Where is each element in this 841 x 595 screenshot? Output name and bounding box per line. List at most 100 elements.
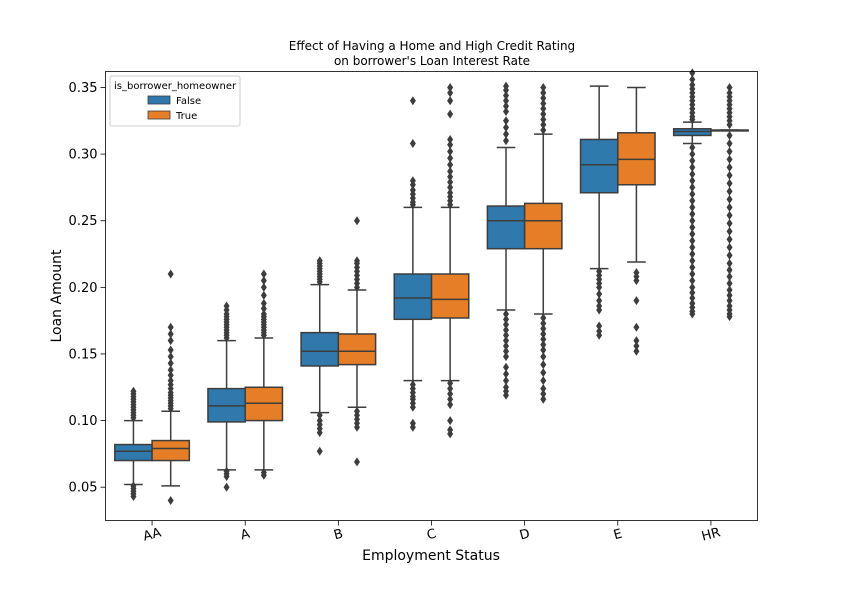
y-tick-label: 0.05 <box>69 481 98 496</box>
outlier-point-a-true <box>260 269 267 279</box>
box-aa-true <box>151 439 191 462</box>
outlier-point-hr-false <box>689 149 696 159</box>
outlier-point-hr-true <box>726 278 733 288</box>
y-tick-label: 0.15 <box>69 347 98 362</box>
outlier-point-c-true <box>447 96 454 106</box>
y-tick-label: 0.25 <box>69 214 98 229</box>
outlier-point-c-true <box>447 378 454 388</box>
outlier-point-a-true <box>260 304 267 314</box>
outlier-point-d-true <box>540 334 547 344</box>
box-d-false <box>486 205 526 250</box>
outlier-point-c-true <box>447 400 454 410</box>
outlier-point-hr-true <box>726 272 733 282</box>
outlier-point-d-true <box>540 93 547 103</box>
legend-label-false: False <box>176 96 201 107</box>
outlier-point-c-true <box>447 109 454 119</box>
outlier-point-aa-true <box>167 322 174 332</box>
outlier-point-hr-true <box>726 285 733 295</box>
outlier-point-d-true <box>540 324 547 334</box>
outlier-point-d-true <box>540 340 547 350</box>
outlier-point-hr-true <box>726 301 733 311</box>
outlier-point-hr-true <box>726 218 733 228</box>
outlier-point-aa-true <box>167 345 174 355</box>
outlier-point-d-false <box>503 336 510 346</box>
outlier-point-hr-false <box>689 262 696 272</box>
outlier-point-d-false <box>503 369 510 379</box>
outlier-point-hr-true <box>726 162 733 172</box>
outlier-point-hr-false <box>689 169 696 179</box>
outlier-point-d-true <box>540 352 547 362</box>
outlier-point-a-true <box>260 309 267 319</box>
outlier-point-b-true <box>353 256 360 266</box>
x-tick-label: B <box>332 527 345 544</box>
outlier-point-c-true <box>447 82 454 92</box>
outlier-point-d-false <box>503 352 510 362</box>
x-axis-label: Employment Status <box>362 548 500 564</box>
outlier-point-hr-false <box>689 298 696 308</box>
outlier-point-c-true <box>447 160 454 170</box>
outlier-point-b-false <box>316 410 323 420</box>
outlier-point-e-true <box>633 341 640 351</box>
outlier-point-d-false <box>503 116 510 126</box>
outlier-point-aa-true <box>167 376 174 386</box>
outlier-point-a-false <box>223 301 230 311</box>
outlier-point-aa-true <box>167 370 174 380</box>
outlier-point-hr-true <box>726 250 733 260</box>
outlier-point-b-true <box>353 406 360 416</box>
outlier-point-d-true <box>540 114 547 124</box>
outlier-point-d-false <box>503 309 510 319</box>
outlier-point-c-true <box>447 384 454 394</box>
outlier-point-c-false <box>409 418 416 428</box>
outlier-point-hr-false <box>689 288 696 298</box>
outlier-point-c-false <box>409 176 416 186</box>
outlier-point-hr-false <box>689 216 696 226</box>
legend-swatch-false <box>147 95 171 105</box>
outlier-point-aa-true <box>167 329 174 339</box>
outlier-point-c-false <box>409 380 416 390</box>
outlier-point-c-false <box>409 96 416 106</box>
outlier-point-c-true <box>447 134 454 144</box>
outlier-point-hr-false <box>689 156 696 166</box>
outlier-point-e-true <box>633 336 640 346</box>
outlier-point-d-false <box>503 96 510 106</box>
outlier-point-e-true <box>633 346 640 356</box>
outlier-point-hr-false <box>689 196 696 206</box>
outlier-point-b-true <box>353 457 360 467</box>
outlier-point-hr-false <box>689 276 696 286</box>
x-tick-label: HR <box>700 525 722 544</box>
outlier-point-d-false <box>503 341 510 351</box>
outlier-point-d-true <box>540 368 547 378</box>
outlier-point-hr-false <box>689 236 696 246</box>
outlier-point-c-true <box>447 182 454 192</box>
outlier-point-hr-true <box>726 138 733 148</box>
outlier-point-d-false <box>503 382 510 392</box>
outlier-point-c-true <box>447 172 454 182</box>
outlier-point-hr-false <box>689 80 696 90</box>
outlier-point-a-true <box>260 298 267 308</box>
outlier-point-hr-false <box>689 229 696 239</box>
y-tick-label: 0.20 <box>69 281 98 296</box>
chart-title-line-1: Effect of Having a Home and High Credit … <box>289 39 575 53</box>
outlier-point-c-true <box>447 140 454 150</box>
outlier-point-hr-true <box>726 82 733 92</box>
y-axis-label: Loan Amount <box>49 249 65 343</box>
box-d-true <box>523 202 563 250</box>
outlier-point-hr-true <box>726 170 733 180</box>
outlier-point-d-true <box>540 360 547 370</box>
outlier-point-d-true <box>540 82 547 92</box>
outlier-point-d-false <box>503 129 510 139</box>
outlier-point-hr-true <box>726 226 733 236</box>
outlier-point-hr-true <box>726 265 733 275</box>
y-tick-label: 0.10 <box>69 414 98 429</box>
outlier-point-c-true <box>447 88 454 98</box>
outlier-point-hr-true <box>726 290 733 300</box>
outlier-point-a-false <box>223 466 230 476</box>
chart-title-line-2: on borrower's Loan Interest Rate <box>334 54 530 68</box>
outlier-point-aa-true <box>167 358 174 368</box>
outlier-point-d-true <box>540 394 547 404</box>
outlier-point-d-false <box>503 362 510 372</box>
outlier-point-d-false <box>503 325 510 335</box>
outlier-point-d-true <box>540 125 547 135</box>
outlier-point-a-true <box>260 290 267 300</box>
outlier-point-hr-false <box>689 256 696 266</box>
